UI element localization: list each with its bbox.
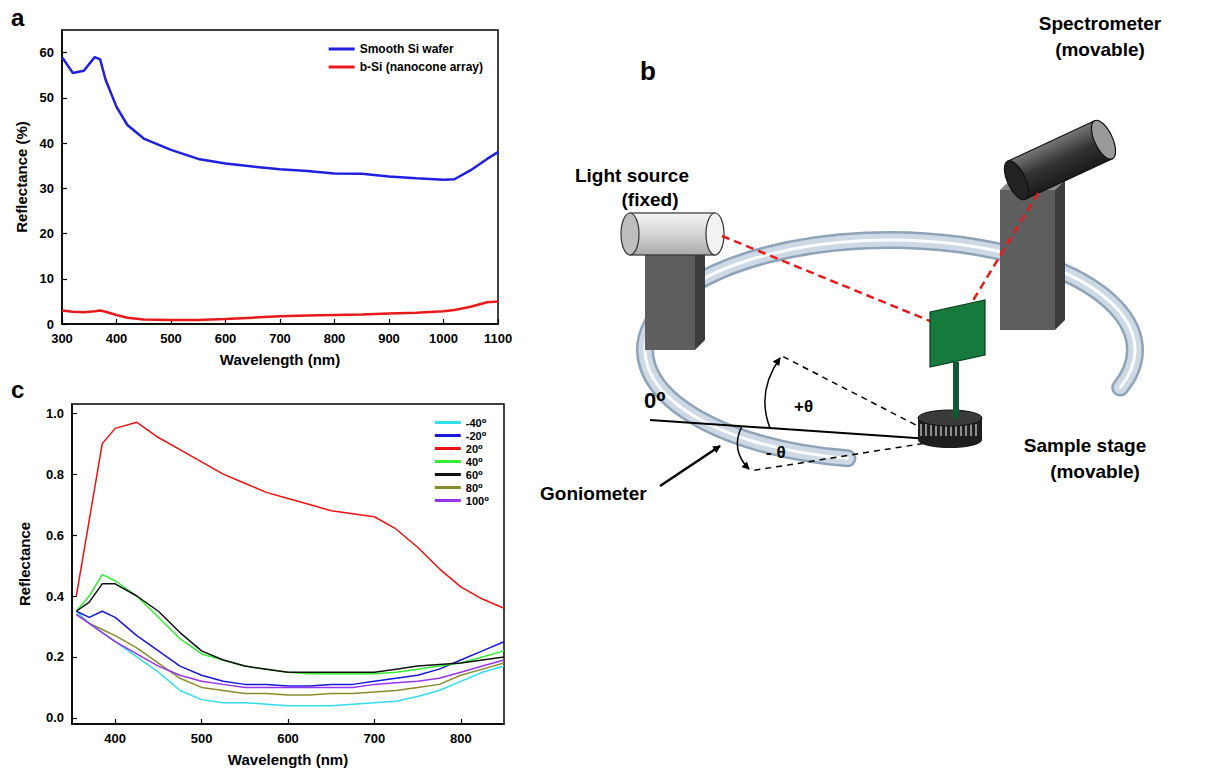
- svg-text:Smooth Si wafer: Smooth Si wafer: [360, 42, 454, 56]
- svg-text:60⁰: 60⁰: [466, 469, 483, 481]
- svg-text:b-Si (nanocone array): b-Si (nanocone array): [360, 60, 483, 74]
- svg-text:c: c: [11, 376, 24, 403]
- svg-text:30: 30: [40, 181, 54, 196]
- svg-text:(movable): (movable): [1050, 461, 1140, 482]
- svg-text:700: 700: [269, 331, 291, 346]
- svg-text:20: 20: [40, 226, 54, 241]
- svg-text:Spectrometer: Spectrometer: [1039, 13, 1162, 34]
- svg-text:0.4: 0.4: [46, 589, 65, 604]
- svg-text:40⁰: 40⁰: [466, 456, 483, 468]
- svg-text:700: 700: [364, 731, 386, 746]
- svg-text:0⁰: 0⁰: [644, 388, 666, 413]
- svg-text:0.0: 0.0: [46, 710, 64, 725]
- svg-text:(movable): (movable): [1055, 39, 1145, 60]
- svg-text:400: 400: [106, 331, 128, 346]
- svg-text:-20⁰: -20⁰: [466, 430, 487, 442]
- svg-text:60: 60: [40, 45, 54, 60]
- svg-text:900: 900: [378, 331, 400, 346]
- svg-text:400: 400: [104, 731, 126, 746]
- svg-text:+θ: +θ: [794, 397, 813, 416]
- svg-text:Reflectance: Reflectance: [16, 522, 33, 606]
- svg-text:40: 40: [40, 136, 54, 151]
- svg-text:b: b: [640, 56, 656, 86]
- svg-text:a: a: [11, 4, 25, 31]
- svg-text:500: 500: [191, 731, 213, 746]
- svg-text:600: 600: [277, 731, 299, 746]
- svg-text:Reflectance (%): Reflectance (%): [13, 121, 30, 233]
- svg-text:(fixed): (fixed): [622, 189, 679, 210]
- svg-text:1100: 1100: [484, 331, 512, 346]
- svg-text:500: 500: [160, 331, 182, 346]
- svg-text:1.0: 1.0: [46, 406, 64, 421]
- svg-text:20⁰: 20⁰: [466, 443, 483, 455]
- svg-text:0.6: 0.6: [46, 528, 64, 543]
- svg-text:10: 10: [40, 271, 54, 286]
- svg-text:Goniometer: Goniometer: [540, 483, 647, 504]
- svg-text:0: 0: [47, 317, 54, 332]
- svg-text:800: 800: [324, 331, 346, 346]
- svg-text:600: 600: [215, 331, 237, 346]
- svg-text:-40⁰: -40⁰: [466, 417, 487, 429]
- svg-text:80⁰: 80⁰: [466, 482, 483, 494]
- svg-text:Wavelength (nm): Wavelength (nm): [228, 751, 348, 768]
- svg-text:300: 300: [51, 331, 73, 346]
- svg-text:0.8: 0.8: [46, 467, 64, 482]
- svg-text:Wavelength (nm): Wavelength (nm): [220, 351, 340, 368]
- svg-text:50: 50: [40, 90, 54, 105]
- svg-text:Sample stage: Sample stage: [1024, 435, 1147, 456]
- svg-text:800: 800: [450, 731, 472, 746]
- svg-text:Light source: Light source: [575, 165, 689, 186]
- svg-text:- θ: - θ: [766, 443, 786, 462]
- svg-text:100⁰: 100⁰: [466, 495, 489, 507]
- svg-text:0.2: 0.2: [46, 649, 64, 664]
- svg-text:1000: 1000: [429, 331, 458, 346]
